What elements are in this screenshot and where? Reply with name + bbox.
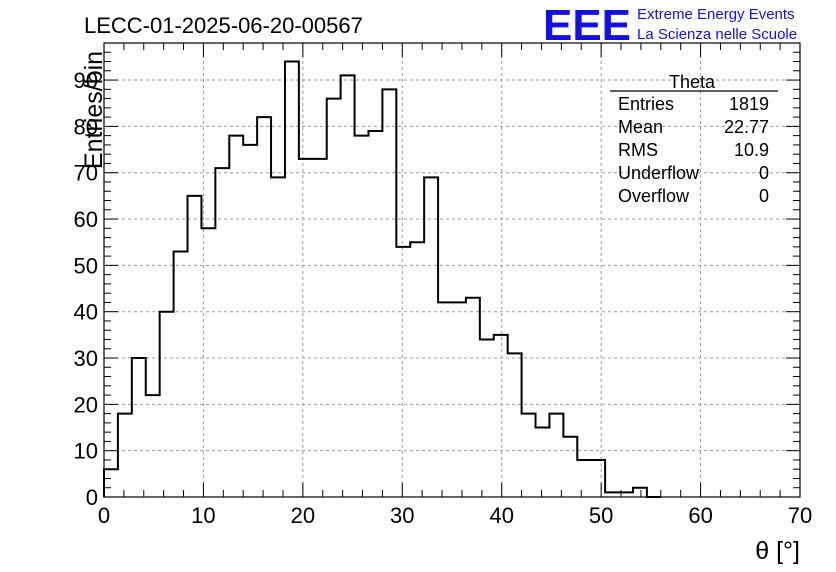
stats-row-value: 1819	[729, 94, 769, 114]
x-tick-label: 50	[589, 503, 613, 528]
x-tick-label: 60	[688, 503, 712, 528]
stats-row-value: 22.77	[724, 117, 769, 137]
histogram-outline	[103, 60, 661, 498]
grid-lines	[104, 43, 800, 497]
histogram-line	[103, 60, 661, 498]
logo-line-1: Extreme Energy Events	[637, 6, 795, 23]
y-axis-label: Entries/bin	[80, 51, 108, 169]
stats-row-label: Overflow	[618, 186, 690, 206]
eee-logo-icon: EEE	[543, 1, 631, 50]
x-tick-label: 10	[191, 503, 215, 528]
x-tick-label: 20	[291, 503, 315, 528]
x-tick-label: 40	[489, 503, 513, 528]
stats-row-label: RMS	[618, 140, 658, 160]
stats-row-value: 0	[759, 163, 769, 183]
y-tick-label: 0	[86, 485, 98, 510]
y-tick-label: 50	[74, 253, 98, 278]
y-tick-label: 30	[74, 346, 98, 371]
axis-ticks	[103, 42, 801, 498]
y-tick-label: 70	[74, 161, 98, 186]
y-tick-label: 40	[74, 300, 98, 325]
y-tick-label: 60	[74, 207, 98, 232]
y-tick-label: 90	[74, 68, 98, 93]
run-title: LECC-01-2025-06-20-00567	[84, 13, 363, 38]
stats-row-label: Entries	[618, 94, 674, 114]
stats-row-value: 10.9	[734, 140, 769, 160]
stats-box: Theta Entries 1819 Mean 22.77 RMS 10.9 Underfl…	[610, 72, 778, 206]
logo-line-2: La Scienza nelle Scuole	[637, 26, 797, 43]
x-tick-label: 30	[390, 503, 414, 528]
y-tick-label: 20	[74, 392, 98, 417]
x-tick-label: 70	[788, 503, 812, 528]
y-tick-label: 80	[74, 114, 98, 139]
y-tick-label: 10	[74, 439, 98, 464]
plot-frame	[103, 42, 801, 498]
stats-row-label: Mean	[618, 117, 663, 137]
stats-title: Theta	[669, 72, 716, 92]
stats-row-label: Underflow	[618, 163, 700, 183]
stats-row-value: 0	[759, 186, 769, 206]
x-axis-label: θ [°]	[755, 537, 800, 565]
x-tick-labels: 0 10 20 30 40 50 60 70	[98, 503, 812, 528]
stats-rows: Entries 1819 Mean 22.77 RMS 10.9 Underflow 0 Ove…	[618, 94, 769, 206]
x-tick-label: 0	[98, 503, 110, 528]
y-tick-labels: 0 10 20 30 40 50 60 70 80 90	[74, 68, 98, 510]
